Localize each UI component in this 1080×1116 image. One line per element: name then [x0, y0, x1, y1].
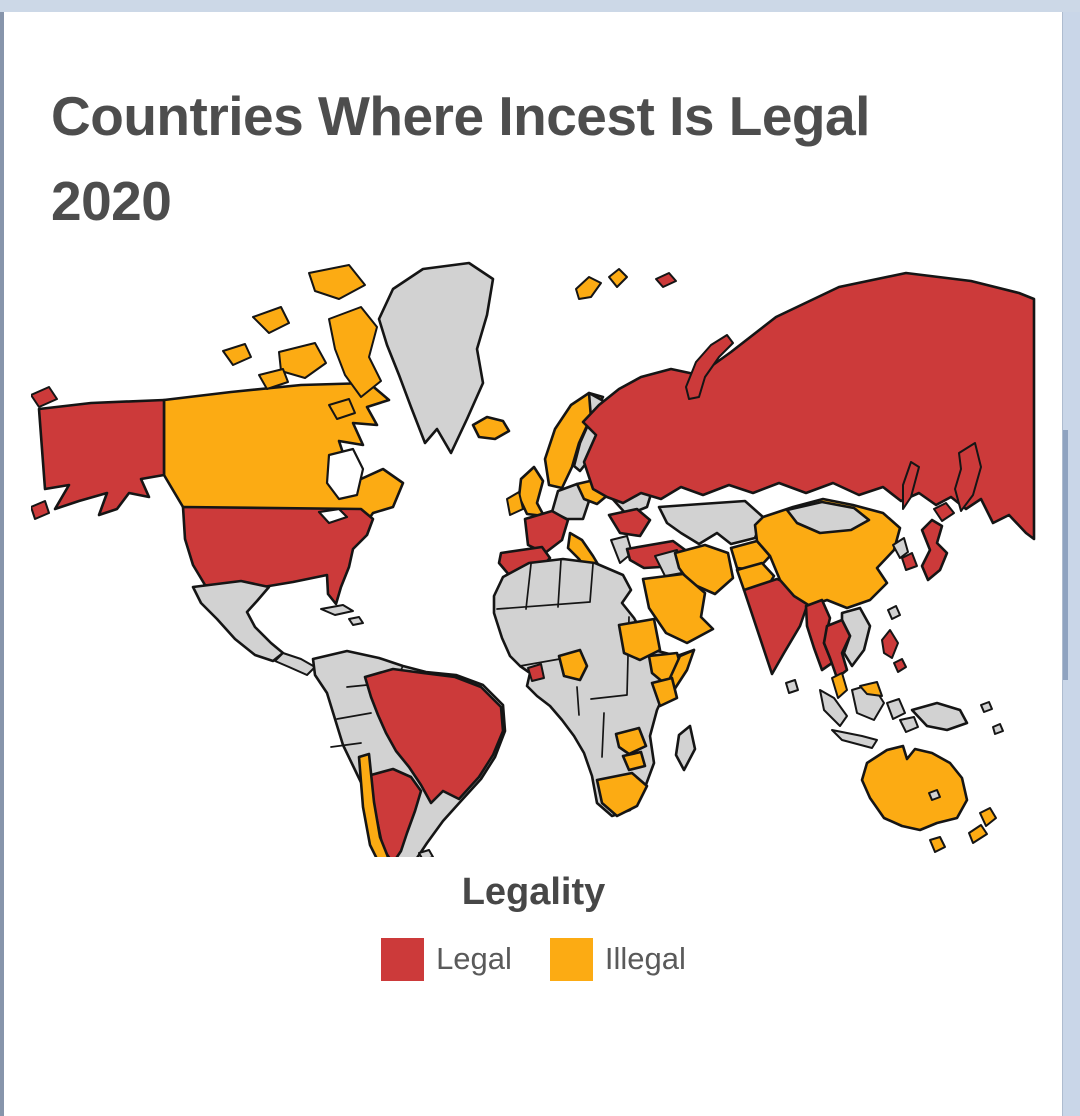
country-chile[interactable]: [357, 752, 390, 857]
country-south-africa[interactable]: [595, 771, 649, 817]
legend-label-legal: Legal: [436, 941, 512, 976]
country-usa[interactable]: [181, 505, 375, 605]
country-iceland[interactable]: [471, 415, 511, 440]
country-russia-sakhalin[interactable]: [902, 460, 920, 510]
window-left-border: [0, 12, 4, 1116]
svalbard-small[interactable]: [608, 267, 628, 288]
country-mongolia[interactable]: [785, 500, 871, 534]
country-zambia[interactable]: [614, 726, 648, 755]
country-new-zealand-south[interactable]: [968, 823, 988, 844]
country-brazil[interactable]: [363, 667, 505, 804]
svalbard[interactable]: [575, 275, 602, 300]
page-title: Countries Where Incest Is Legal 2020: [51, 74, 1041, 245]
country-canada-baffin[interactable]: [328, 305, 382, 398]
island-maluku[interactable]: [899, 715, 919, 733]
hudson-bay: [325, 447, 365, 500]
country-thailand[interactable]: [822, 618, 852, 679]
island-sulawesi[interactable]: [886, 697, 906, 720]
country-sudan[interactable]: [617, 617, 662, 661]
country-zimbabwe[interactable]: [621, 750, 647, 771]
page-title-line-2: 2020: [51, 170, 172, 233]
region-kazakhstan-central-asia[interactable]: [657, 499, 765, 545]
country-cote-divoire[interactable]: [527, 662, 545, 682]
browser-top-strip: [0, 0, 1080, 12]
country-malaysia-borneo[interactable]: [859, 680, 883, 697]
sa-internal-borders: [330, 664, 404, 748]
country-hispaniola[interactable]: [348, 615, 364, 626]
country-russia-franz-josef[interactable]: [655, 271, 677, 288]
legend-item-illegal: Illegal: [549, 937, 686, 981]
world-choropleth-svg: [31, 261, 1036, 857]
country-north-korea[interactable]: [892, 536, 909, 559]
country-japan-hokkaido[interactable]: [933, 501, 955, 522]
country-russia[interactable]: [581, 271, 1036, 540]
country-australia-tasmania[interactable]: [929, 835, 946, 853]
country-south-korea[interactable]: [901, 551, 918, 571]
country-canada-ellesmere[interactable]: [308, 263, 366, 300]
country-malaysia-peninsula[interactable]: [831, 671, 848, 699]
country-canada-banks[interactable]: [252, 305, 290, 334]
pacific-island-c[interactable]: [928, 788, 941, 801]
country-madagascar[interactable]: [674, 724, 697, 771]
country-china[interactable]: [753, 497, 902, 609]
country-nigeria[interactable]: [557, 648, 589, 681]
map-edge-fragment-west-1: [31, 385, 58, 408]
great-lakes: [317, 507, 349, 524]
legend-swatch-legal: [381, 937, 425, 981]
country-cuba[interactable]: [320, 603, 354, 616]
country-kenya[interactable]: [650, 676, 679, 707]
region-central-america[interactable]: [274, 651, 316, 676]
legend-label-illegal: Illegal: [604, 941, 686, 976]
country-ireland[interactable]: [506, 490, 524, 516]
content-card: Countries Where Incest Is Legal 2020: [4, 12, 1063, 1116]
pacific-island-b[interactable]: [992, 722, 1004, 735]
country-russia-novaya-zemlya[interactable]: [685, 333, 734, 400]
legend-title: Legality: [461, 870, 606, 913]
island-new-guinea[interactable]: [910, 701, 969, 731]
map-edge-fragment-west-2: [31, 499, 50, 520]
world-map: [31, 257, 1036, 857]
page-title-line-1: Countries Where Incest Is Legal: [51, 85, 870, 147]
country-canada-victoria[interactable]: [278, 341, 327, 379]
country-somalia[interactable]: [668, 648, 696, 691]
legend: Legality Legal Illegal: [4, 871, 1063, 981]
scrollbar-track[interactable]: [1062, 12, 1080, 1116]
country-greenland[interactable]: [377, 261, 495, 454]
country-usa-alaska[interactable]: [37, 398, 166, 516]
country-australia[interactable]: [860, 744, 969, 831]
falkland-islands[interactable]: [418, 848, 434, 857]
pacific-island-a[interactable]: [980, 700, 993, 713]
country-romania[interactable]: [607, 507, 652, 537]
country-taiwan[interactable]: [887, 604, 901, 620]
country-canada-island-b[interactable]: [258, 367, 289, 390]
scrollbar-thumb[interactable]: [1063, 430, 1068, 680]
country-canada-island-a[interactable]: [222, 342, 252, 366]
country-philippines[interactable]: [881, 628, 899, 659]
region-arabian-peninsula[interactable]: [641, 572, 715, 644]
country-japan[interactable]: [920, 518, 949, 581]
island-java[interactable]: [831, 728, 878, 749]
country-canada-southampton[interactable]: [328, 397, 356, 420]
country-new-zealand-north[interactable]: [979, 806, 997, 827]
country-philippines-south[interactable]: [893, 657, 907, 673]
legend-item-legal: Legal: [381, 937, 512, 981]
legend-swatch-illegal: [549, 937, 593, 981]
legend-row: Legal Illegal: [4, 937, 1063, 981]
country-russia-kamchatka[interactable]: [954, 441, 982, 512]
country-mexico[interactable]: [191, 579, 285, 662]
country-sri-lanka[interactable]: [785, 678, 799, 694]
country-france[interactable]: [523, 509, 570, 554]
island-sumatra[interactable]: [819, 688, 848, 727]
